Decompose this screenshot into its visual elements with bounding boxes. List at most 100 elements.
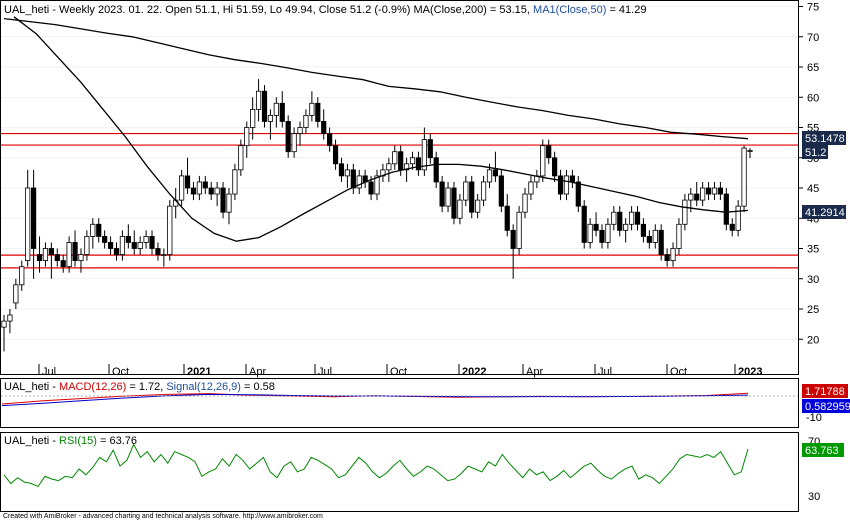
- candle-body: [475, 199, 481, 213]
- candle-body: [569, 175, 575, 183]
- y-tick-label: 60: [807, 92, 819, 104]
- candle-body: [131, 242, 137, 249]
- candle-body: [54, 254, 60, 262]
- candle-body: [143, 235, 149, 243]
- candle-body: [332, 145, 339, 165]
- candle-body: [646, 235, 652, 243]
- candle-body: [137, 242, 143, 249]
- candle-body: [78, 254, 84, 262]
- candle-body: [676, 223, 682, 249]
- x-tick-label: 2021: [187, 366, 211, 378]
- moving-averages: [3, 16, 749, 242]
- candle-body: [652, 229, 658, 243]
- candle-body: [25, 187, 31, 261]
- y-tick-label: 45: [807, 183, 819, 195]
- tag-rsi: 63.763: [802, 443, 844, 457]
- candle-body: [611, 211, 617, 225]
- candle-body: [321, 121, 327, 134]
- candle-body: [356, 175, 362, 189]
- candle-body: [60, 260, 66, 268]
- candle-body: [90, 223, 96, 237]
- x-tick-label: 2023: [738, 366, 762, 378]
- candle-body: [427, 139, 433, 159]
- y-tick-label: 25: [807, 304, 819, 316]
- candle-body: [546, 145, 552, 159]
- candle-body: [285, 121, 291, 153]
- candle-body: [327, 133, 333, 147]
- candle-body: [226, 193, 232, 213]
- candle-body: [149, 235, 155, 249]
- candle-body: [700, 187, 706, 201]
- candle-body: [255, 90, 262, 110]
- candle-body: [694, 193, 700, 201]
- tag-signal: 0.582959: [802, 399, 850, 413]
- candle-body: [658, 229, 664, 255]
- candle-body: [196, 181, 202, 195]
- candle-body: [634, 211, 641, 225]
- candle-body: [238, 145, 244, 171]
- candle-body: [688, 193, 694, 201]
- candle-body: [404, 163, 410, 171]
- candle-body: [747, 150, 753, 152]
- candle-body: [102, 235, 108, 243]
- x-tick-label: Oct: [670, 366, 687, 378]
- candle-body: [522, 193, 528, 213]
- candle-body: [184, 175, 191, 189]
- candle-body: [421, 139, 427, 171]
- candle-body: [7, 314, 13, 322]
- macd-panel-frame: [0, 378, 799, 428]
- x-tick-label: Oct: [112, 366, 129, 378]
- tag-signal-text: 0.582959: [805, 401, 850, 413]
- price-gridlines: [1, 6, 798, 340]
- rsi-line-group: [3, 443, 749, 488]
- candle-body: [729, 223, 735, 231]
- candle-body: [107, 242, 114, 249]
- candle-body: [705, 187, 712, 195]
- candle-body: [516, 211, 522, 249]
- tag-close: 51.2: [802, 145, 828, 159]
- candle-body: [587, 223, 593, 243]
- macd-header: UAL_heti - MACD(12,26) = 1.72, Signal(12…: [4, 381, 275, 393]
- candle-body: [214, 187, 220, 195]
- candle-body: [232, 169, 238, 195]
- candle-body: [552, 157, 558, 177]
- candle-body: [190, 187, 197, 195]
- y-tick-label: 75: [807, 2, 819, 14]
- candle-body: [540, 145, 546, 177]
- x-tick-label: Jul: [42, 366, 56, 378]
- candle-body: [13, 284, 19, 304]
- ma200-line: [3, 17, 749, 140]
- candle-body: [469, 181, 475, 213]
- candle-body: [202, 181, 208, 189]
- y-tick-label: 70: [807, 32, 819, 44]
- candle-body: [415, 157, 422, 171]
- tag-close-text: 51.2: [805, 147, 826, 159]
- price-candles: [1, 79, 753, 352]
- candle-body: [723, 193, 729, 225]
- candle-body: [498, 175, 504, 207]
- candle-body: [528, 181, 534, 195]
- candle-body: [717, 187, 723, 195]
- rsi-line: [3, 443, 749, 488]
- rsi-header: UAL_heti - RSI(15) = 63.76: [4, 435, 137, 447]
- candle-body: [220, 187, 226, 213]
- candle-body: [155, 248, 161, 255]
- candle-body: [368, 181, 374, 195]
- credit-text: Created with AmiBroker - advanced charti…: [3, 513, 323, 520]
- candle-body: [510, 229, 516, 249]
- price-panel-frame: [0, 0, 799, 375]
- candle-body: [66, 242, 72, 268]
- ma50-line: [13, 16, 749, 242]
- candle-body: [581, 205, 587, 243]
- candle-body: [445, 187, 451, 207]
- candle-body: [161, 254, 167, 256]
- candle-body: [557, 175, 564, 195]
- x-tick-label: Jul: [598, 366, 612, 378]
- candle-body: [273, 102, 279, 116]
- candle-body: [398, 151, 404, 171]
- x-tick-label: Apr: [249, 366, 266, 378]
- candle-body: [605, 223, 611, 243]
- candle-body: [392, 151, 398, 165]
- candle-body: [338, 163, 345, 177]
